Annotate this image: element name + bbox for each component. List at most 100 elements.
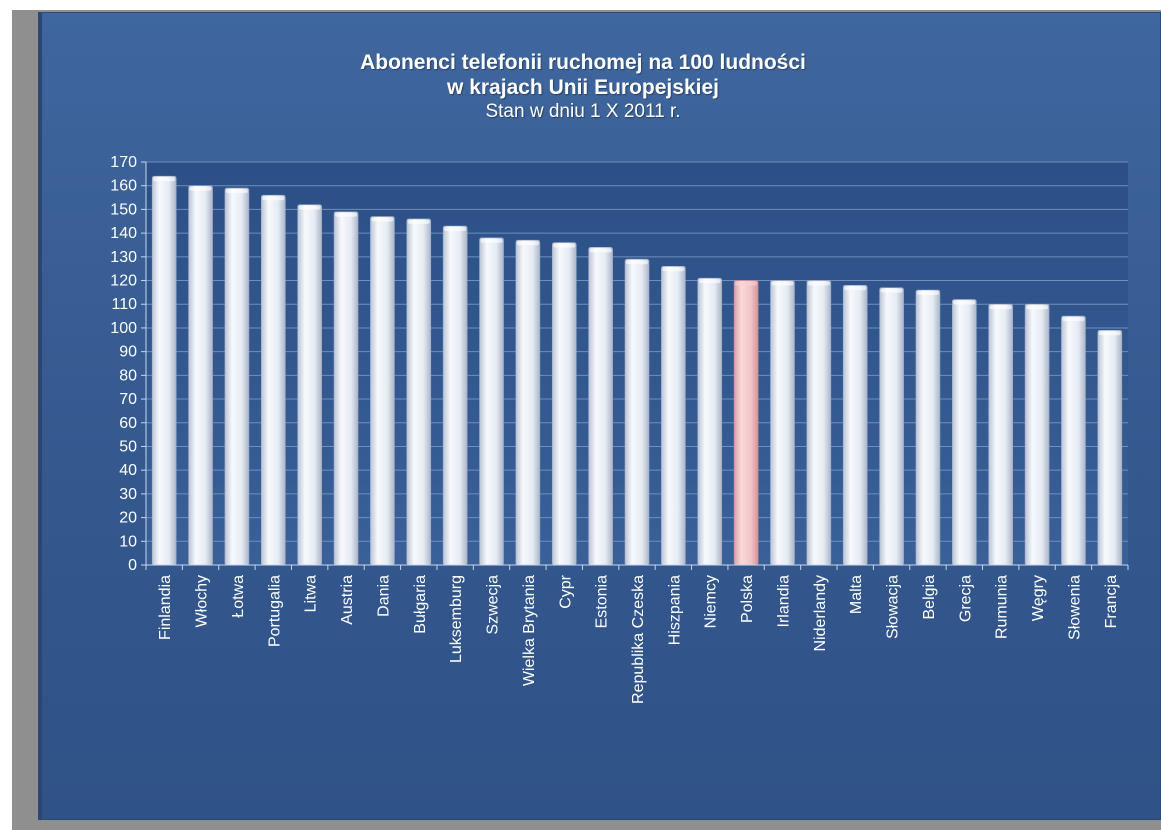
- bar-portugalia: [260, 194, 286, 566]
- x-tick-label: Hiszpania: [666, 575, 683, 645]
- x-tick-label: Słowenia: [1066, 575, 1083, 640]
- bar-francja: [1097, 330, 1123, 566]
- y-tick-label: 60: [119, 415, 137, 432]
- y-tick-label: 160: [110, 178, 137, 195]
- bar-cap: [335, 212, 358, 217]
- bar-cap: [153, 177, 176, 182]
- bar-cap: [698, 279, 721, 284]
- bar-niemcy: [697, 277, 723, 566]
- x-tick-label: Grecja: [957, 575, 974, 622]
- bar-cap: [771, 281, 794, 286]
- bar-niderlandy: [806, 280, 832, 566]
- bar-cap: [880, 288, 903, 293]
- bar-słowacja: [879, 287, 904, 566]
- x-tick-label: Węgry: [1030, 575, 1047, 621]
- x-tick-label: Francja: [1103, 575, 1120, 628]
- x-tick-label: Irlandia: [775, 575, 792, 628]
- x-tick-label: Cypr: [557, 574, 574, 608]
- x-tick-label: Estonia: [594, 575, 611, 628]
- bar-hiszpania: [661, 266, 686, 566]
- bar-cypr: [551, 242, 577, 566]
- bar-dania: [370, 216, 395, 566]
- x-tick-label: Dania: [375, 575, 392, 617]
- x-tick-label: Słowacja: [885, 575, 902, 639]
- y-tick-label: 150: [110, 201, 137, 218]
- y-tick-label: 90: [119, 344, 137, 361]
- x-tick-label: Włochy: [194, 575, 211, 627]
- bar-cap: [625, 260, 649, 265]
- bar-słowenia: [1061, 315, 1086, 566]
- bar-cap: [298, 205, 321, 210]
- y-tick-label: 40: [119, 462, 137, 479]
- bar-irlandia: [770, 280, 795, 566]
- bar-cap: [553, 243, 576, 248]
- x-tick-label: Wielka Brytania: [521, 575, 538, 686]
- y-tick-label: 70: [119, 391, 137, 408]
- bar-cap: [807, 281, 830, 286]
- bar-republika-czeska: [624, 258, 650, 566]
- y-tick-label: 50: [119, 438, 137, 455]
- bar-cap: [953, 300, 976, 305]
- x-tick-label: Litwa: [303, 575, 320, 612]
- bar-włochy: [188, 185, 213, 566]
- bar-cap: [989, 305, 1012, 310]
- x-tick-label: Szwecja: [485, 575, 502, 635]
- bar-belgia: [915, 289, 941, 566]
- bar-luksemburg: [442, 225, 468, 566]
- x-tick-label: Belgia: [921, 575, 938, 620]
- bar-cap: [1062, 317, 1085, 322]
- bar-cap: [916, 291, 939, 296]
- y-tick-label: 10: [119, 533, 137, 550]
- bar-wielka-brytania: [515, 239, 541, 566]
- x-tick-label: Niemcy: [703, 575, 720, 628]
- chart-panel-edge: [38, 12, 42, 820]
- bar-finlandia: [151, 175, 177, 566]
- bar-austria: [333, 211, 359, 566]
- y-tick-label: 20: [119, 510, 137, 527]
- bar-cap: [1098, 331, 1121, 336]
- bar-łotwa: [224, 187, 250, 566]
- x-tick-label: Rumunia: [994, 575, 1011, 639]
- bar-cap: [844, 286, 867, 291]
- bar-cap: [371, 217, 394, 222]
- x-tick-label: Łotwa: [230, 575, 247, 618]
- bar-rumunia: [988, 303, 1014, 566]
- y-tick-label: 80: [119, 367, 137, 384]
- y-tick-label: 130: [110, 249, 137, 266]
- bar-polska: [733, 280, 759, 566]
- bar-szwecja: [479, 237, 504, 566]
- bar-grecja: [952, 299, 977, 566]
- x-tick-label: Niderlandy: [812, 575, 829, 651]
- x-tick-label: Austria: [339, 575, 356, 625]
- bar-cap: [662, 267, 685, 272]
- x-tick-label: Bułgaria: [412, 575, 429, 634]
- bar-cap: [225, 189, 248, 194]
- y-tick-label: 0: [128, 557, 137, 574]
- bar-węgry: [1024, 303, 1050, 566]
- x-tick-label: Portugalia: [266, 575, 283, 647]
- bar-cap: [589, 248, 612, 253]
- bar-cap: [189, 186, 212, 191]
- bar-cap: [407, 219, 430, 224]
- bar-malta: [842, 284, 868, 566]
- bar-cap: [262, 196, 285, 201]
- y-tick-label: 170: [110, 154, 137, 171]
- x-tick-label: Finlandia: [157, 575, 174, 640]
- x-tick-label: Malta: [848, 575, 865, 614]
- bar-bułgaria: [406, 218, 432, 566]
- y-tick-label: 100: [110, 320, 137, 337]
- bar-litwa: [297, 204, 322, 566]
- bar-cap: [480, 238, 503, 243]
- y-tick-label: 120: [110, 273, 137, 290]
- x-tick-label: Republika Czeska: [630, 575, 647, 704]
- y-tick-label: 140: [110, 225, 137, 242]
- bar-cap: [516, 241, 539, 246]
- x-tick-label: Luksemburg: [448, 575, 465, 663]
- x-tick-label: Polska: [739, 575, 756, 623]
- bar-cap: [735, 281, 758, 286]
- bar-cap: [1026, 305, 1049, 310]
- bar-cap: [444, 227, 467, 232]
- y-tick-label: 110: [111, 296, 137, 313]
- y-tick-label: 30: [119, 486, 137, 503]
